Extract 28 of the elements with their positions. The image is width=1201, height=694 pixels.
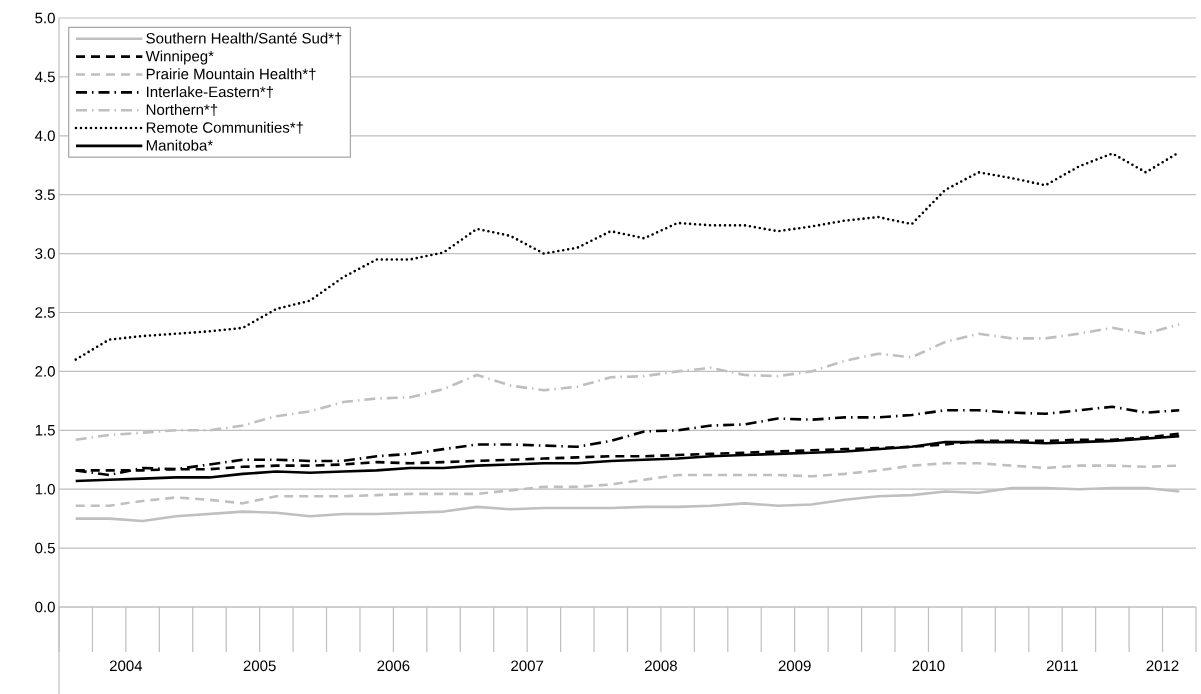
line-series (74, 322, 1181, 442)
legend-label: Winnipeg* (145, 50, 214, 65)
y-tick-label: 2.5 (35, 307, 55, 318)
y-tick-label: 3.5 (35, 189, 55, 200)
y-tick-label: 1.5 (35, 425, 55, 436)
x-tick-label: 2007 (511, 660, 544, 672)
y-tick-label: 0.0 (35, 601, 55, 613)
x-tick-label: 2005 (243, 660, 276, 672)
y-tick-label: 4.5 (34, 71, 55, 83)
y-tick-label: 4.0 (34, 130, 55, 142)
y-tick-label: 3.0 (35, 248, 55, 259)
legend-label: Southern Health/Santé Sud*† (146, 32, 342, 45)
x-tick-label: 2008 (644, 660, 677, 672)
x-tick-label: 2006 (377, 660, 410, 672)
y-tick-label: 5.0 (35, 12, 55, 24)
x-tick-label: 2011 (1046, 660, 1078, 672)
x-tick-label: 2012 (1146, 660, 1179, 672)
x-tick-label: 2009 (778, 660, 811, 672)
legend-label: Northern*† (146, 103, 218, 116)
y-tick-label: 2.0 (35, 366, 55, 377)
legend-label: Remote Communities*† (146, 121, 303, 134)
legend-label: Manitoba* (146, 139, 213, 151)
y-tick-label: 0.5 (35, 542, 55, 554)
legend-label: Interlake-Eastern*† (147, 86, 273, 99)
legend-label: Prairie Mountain Health*† (146, 68, 316, 81)
x-tick-label: 2010 (912, 660, 945, 672)
x-tick-label: 2004 (109, 660, 143, 672)
y-tick-label: 1.0 (35, 483, 55, 495)
